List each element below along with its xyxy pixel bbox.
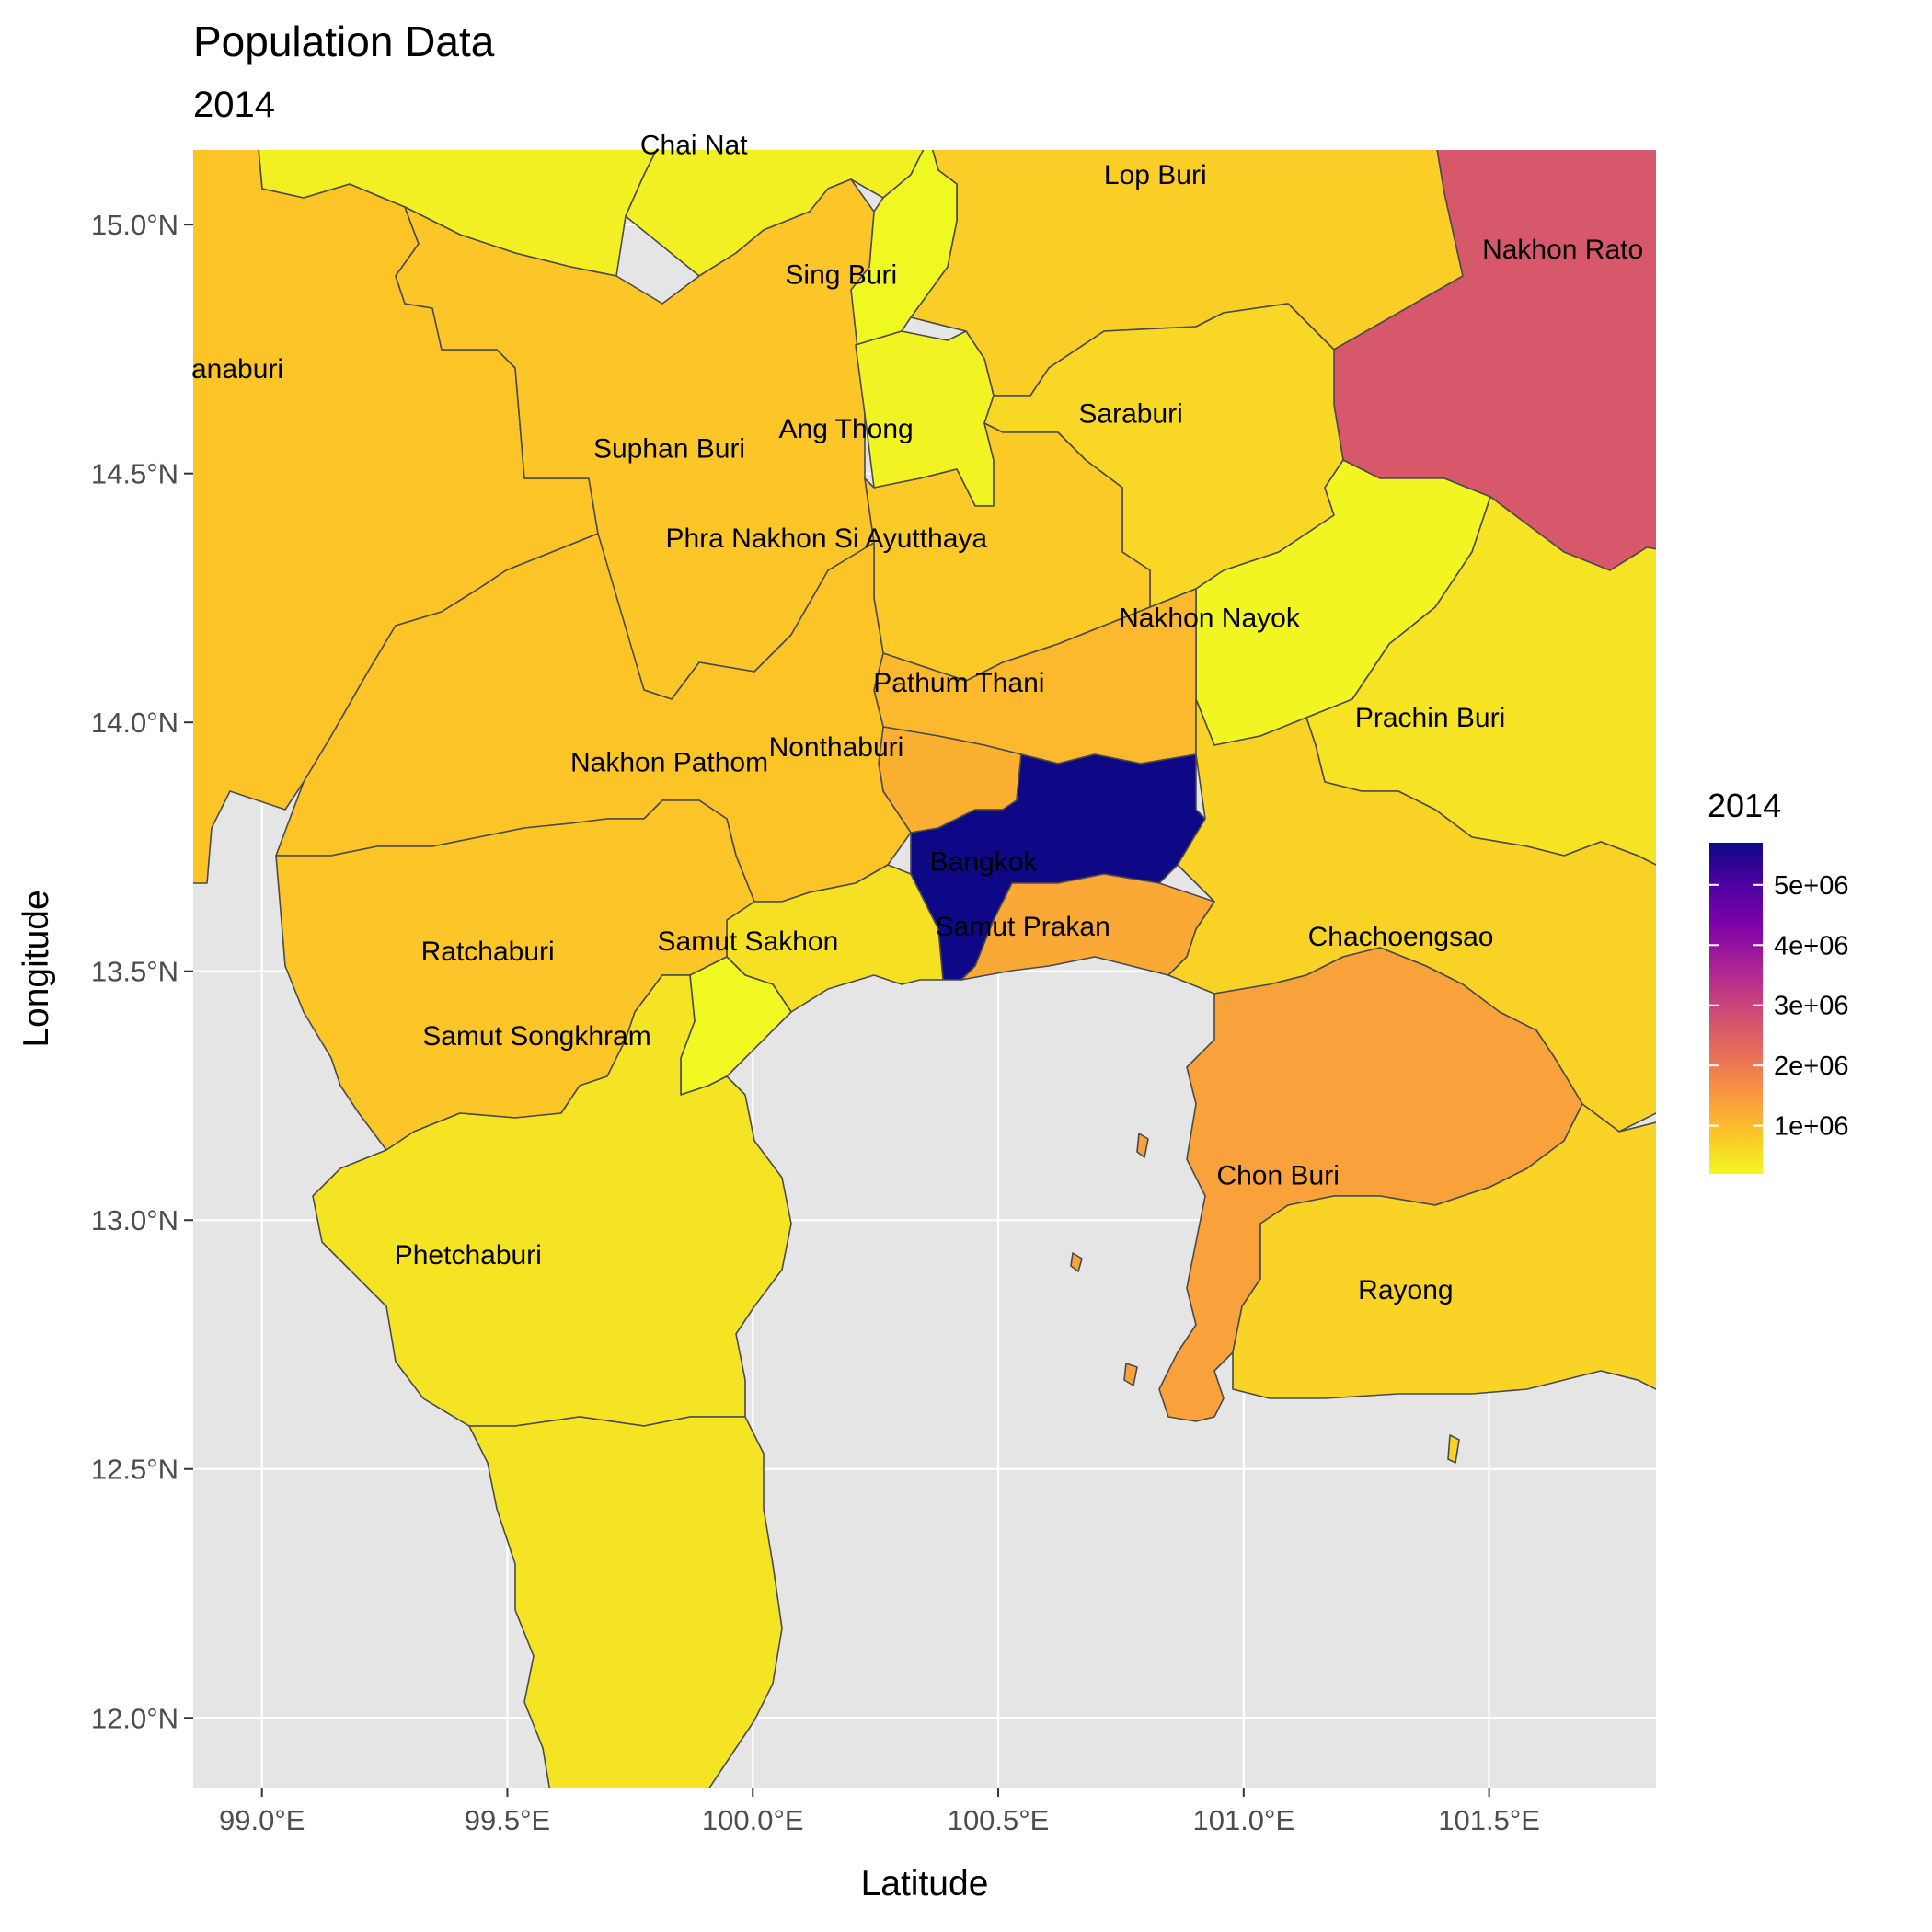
- province-label: Samut Sakhon: [658, 926, 839, 957]
- province-label: Ang Thong: [779, 414, 914, 444]
- y-tick-label: 12.5°N: [91, 1454, 178, 1486]
- y-tick-label: 15.0°N: [91, 209, 178, 241]
- province-label: Lop Buri: [1104, 160, 1207, 190]
- legend-tick-label: 5e+06: [1774, 871, 1848, 901]
- legend-colorbar: [1709, 843, 1763, 1174]
- province-label: Ratchaburi: [421, 937, 555, 967]
- y-tick-label: 14.5°N: [91, 458, 178, 490]
- province-label: Nonthaburi: [769, 732, 904, 763]
- legend-tick-label: 4e+06: [1774, 931, 1848, 960]
- province-rayong[interactable]: [1232, 1103, 1674, 1399]
- y-tick-label: 13.0°N: [91, 1204, 178, 1236]
- y-tick-label: 14.0°N: [91, 707, 178, 739]
- island-4: [1447, 1434, 1460, 1464]
- legend-tick-label: 2e+06: [1774, 1052, 1848, 1081]
- province-label: Prachin Buri: [1355, 703, 1505, 733]
- y-axis: 12.0°N 12.5°N 13.0°N 13.5°N 14.0°N 14.5°N 15.0…: [91, 209, 193, 1734]
- province-label: Chon Buri: [1216, 1161, 1339, 1191]
- province-prachuap[interactable]: [468, 1416, 783, 1803]
- province-chachoengsao[interactable]: [1167, 698, 1674, 1133]
- legend-ticks: 1e+06 2e+06 3e+06 4e+06 5e+06: [1709, 871, 1848, 1142]
- x-axis-title: Latitude: [861, 1864, 989, 1903]
- province-samut-prakan[interactable]: [960, 873, 1215, 981]
- province-label: anaburi: [191, 354, 283, 385]
- province-label: Rayong: [1358, 1275, 1453, 1305]
- province-label: Saraburi: [1078, 399, 1182, 430]
- y-axis-title: Longitude: [17, 890, 56, 1047]
- island-2: [1070, 1252, 1083, 1272]
- province-label: Chachoengsao: [1308, 922, 1494, 952]
- province-labels: Chai Nat Lop Buri Nakhon Rato Sing Buri anab…: [191, 131, 1643, 1305]
- legend-title: 2014: [1708, 787, 1781, 824]
- province-label: Phetchaburi: [395, 1240, 542, 1271]
- x-axis: 99.0°E 99.5°E 100.0°E 100.5°E 101.0°E 101.5°E: [219, 1788, 1540, 1836]
- province-label: Samut Prakan: [936, 912, 1110, 942]
- y-tick-label: 12.0°N: [91, 1702, 178, 1734]
- province-label: Nakhon Rato: [1482, 235, 1643, 265]
- x-tick-label: 101.5°E: [1438, 1804, 1540, 1836]
- province-label: Chai Nat: [640, 131, 748, 161]
- legend-tick-label: 3e+06: [1774, 992, 1848, 1021]
- y-tick-label: 13.5°N: [91, 956, 178, 988]
- island-3: [1123, 1363, 1138, 1386]
- province-label: Suphan Buri: [593, 434, 745, 465]
- province-label: Samut Songkhram: [422, 1021, 650, 1052]
- chart-subtitle: 2014: [193, 85, 275, 125]
- x-tick-label: 100.0°E: [702, 1804, 804, 1836]
- chart-title: Population Data: [193, 17, 495, 65]
- province-label: Pathum Thani: [873, 668, 1044, 698]
- province-label: Nakhon Nayok: [1119, 604, 1301, 634]
- island-1: [1136, 1133, 1149, 1158]
- province-label: Bangkok: [930, 847, 1039, 878]
- province-label: Phra Nakhon Si Ayutthaya: [665, 523, 987, 554]
- x-tick-label: 99.0°E: [219, 1804, 305, 1836]
- province-label: Sing Buri: [785, 259, 897, 290]
- province-phetchaburi[interactable]: [312, 974, 792, 1427]
- legend-tick-label: 1e+06: [1774, 1112, 1848, 1142]
- x-tick-label: 101.0°E: [1192, 1804, 1294, 1836]
- x-tick-label: 100.5°E: [948, 1804, 1050, 1836]
- province-label: Nakhon Pathom: [570, 747, 768, 777]
- legend: 2014 1e+06 2e+06 3e+06 4e+06 5e+06: [1708, 787, 1848, 1174]
- x-tick-label: 99.5°E: [465, 1804, 550, 1836]
- province-polygons: [193, 150, 1674, 1803]
